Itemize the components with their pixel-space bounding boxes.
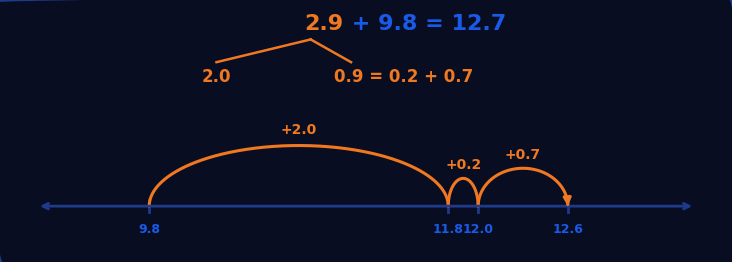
Text: 9.8: 9.8 — [138, 222, 160, 236]
Text: +0.2: +0.2 — [445, 158, 482, 172]
Text: + 9.8 = 12.7: + 9.8 = 12.7 — [343, 14, 506, 34]
Text: 12.6: 12.6 — [553, 222, 583, 236]
Text: 2.0: 2.0 — [202, 68, 231, 86]
Text: 2.9: 2.9 — [305, 14, 343, 34]
Text: +2.0: +2.0 — [280, 123, 317, 137]
Text: 11.8: 11.8 — [433, 222, 463, 236]
Text: +0.7: +0.7 — [505, 148, 541, 162]
Text: 0.9 = 0.2 + 0.7: 0.9 = 0.2 + 0.7 — [334, 68, 473, 86]
Text: 12.0: 12.0 — [463, 222, 493, 236]
